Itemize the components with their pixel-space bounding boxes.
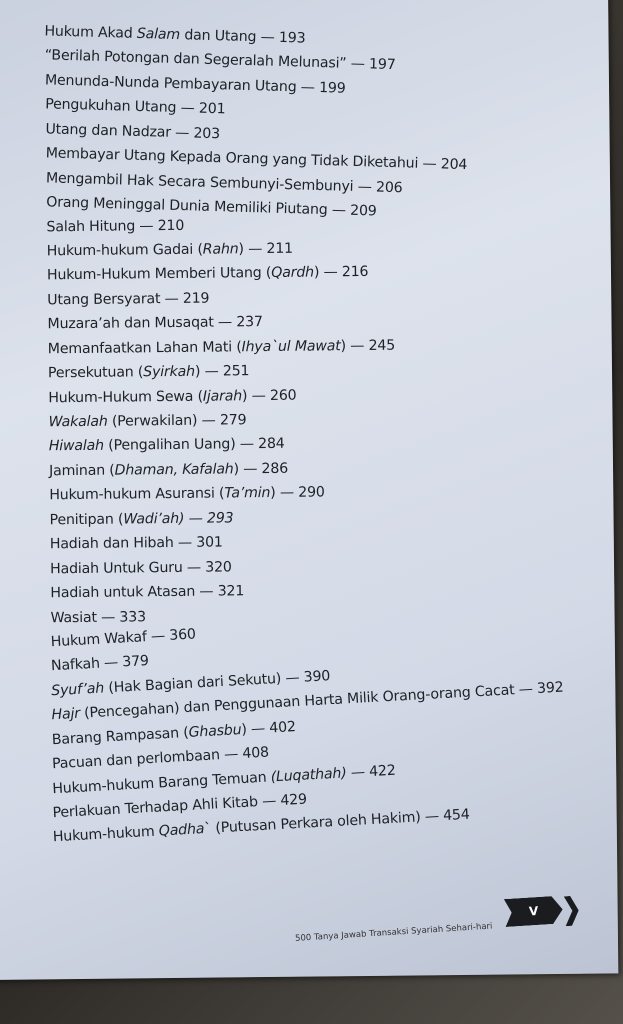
toc-entry-text: ) — 260 [241, 387, 297, 404]
toc-entry-text: ) — 402 [240, 718, 297, 738]
toc-entry-text: Hukum-hukum Asuransi ( [49, 485, 225, 504]
book-page: Hukum Akad Salam dan Utang — 193 “Berilah… [0, 0, 619, 980]
toc-entry-italic-term: Dhaman, Kafalah [114, 461, 234, 479]
toc-entry-text: ) — 290 [270, 484, 325, 502]
toc-entry-italic-term: Qadha [158, 821, 205, 840]
toc-entry-text: Hukum-hukum Gadai ( [46, 241, 203, 260]
toc-entry-text: ) — 211 [238, 240, 294, 258]
chevron-right-icon [564, 895, 580, 926]
toc-entry-text: Barang Rampasan ( [51, 724, 190, 748]
toc-entry-text: Orang Meninggal Dunia Memiliki Piutang —… [46, 194, 377, 220]
toc-entry-italic-term: Rahn [202, 241, 239, 258]
toc-entry-italic-term: Ijarah [202, 387, 243, 405]
toc-entry-text: (Perwakilan) — 279 [107, 412, 247, 430]
toc-entry-italic-term: Ta’min [224, 485, 271, 502]
toc-entry-italic-term: (Luqathah) [270, 764, 348, 786]
toc-entry-text: ) — 245 [340, 337, 396, 354]
toc-entry-text: ) — 216 [313, 264, 369, 281]
toc-entry-text: Utang dan Nadzar — 203 [45, 121, 221, 142]
toc-entry-text: Wasiat — 333 [50, 608, 146, 626]
footer-book-title: 500 Tanya Jawab Transaksi Syariah Sehari… [294, 921, 493, 944]
toc-entry-text: Hukum-Hukum Memberi Utang ( [46, 265, 272, 284]
toc-entry-italic-term: Syuf’ah [50, 680, 105, 700]
toc-entry-text: Hadiah dan Hibah — 301 [49, 534, 223, 553]
toc-entry-text: Nafkah — 379 [50, 653, 150, 675]
toc-entry-text: Jaminan ( [48, 462, 115, 480]
toc-entry-italic-term: Wadi’ah) — 293 [123, 510, 234, 528]
toc-entry-text: Hukum-Hukum Sewa ( [48, 388, 203, 406]
toc-entry-text: Memanfaatkan Lahan Mati ( [47, 338, 242, 357]
toc-entry-text: Hadiah Untuk Guru — 320 [49, 559, 232, 577]
toc-entry-text: Persekutuan ( [47, 364, 144, 382]
toc-entry-text: Hukum Akad [44, 23, 138, 42]
table-of-contents: Hukum Akad Salam dan Utang — 193 “Berilah… [44, 14, 565, 850]
toc-entry-text: Hukum-hukum [52, 823, 160, 846]
toc-entry-text: Salah Hitung — 210 [46, 217, 185, 235]
toc-entry-italic-term: Ihya`ul Mawat [241, 337, 341, 355]
toc-entry-text: ) — 251 [194, 363, 250, 380]
toc-entry-text: (Pengalihan Uang) — 284 [103, 436, 285, 455]
toc-entry-text: Muzara’ah dan Musaqat — 237 [47, 314, 263, 333]
toc-entry-italic-term: Hajr [51, 706, 81, 724]
toc-entry-text: Penitipan ( [49, 511, 124, 529]
toc-entry-text: ) — 286 [233, 460, 289, 478]
toc-entry-text: dan Utang — 193 [179, 27, 306, 47]
toc-entry-italic-term: Salam [136, 25, 181, 44]
toc-entry-italic-term: Wakalah [48, 413, 108, 431]
toc-entry-italic-term: Qardh [271, 264, 315, 282]
toc-entry-text: Utang Bersyarat — 219 [47, 290, 210, 309]
toc-entry-text: Pengukuhan Utang — 201 [44, 96, 226, 118]
page-number-badge: V [504, 895, 564, 927]
toc-entry-text: — 422 [346, 762, 397, 781]
toc-entry-italic-term: Ghasbu [188, 721, 242, 741]
toc-entry-italic-term: Hiwalah [48, 438, 105, 455]
toc-entry-text: Hadiah untuk Atasan — 321 [50, 583, 245, 602]
toc-entry-italic-term: Syirkah [143, 363, 195, 381]
